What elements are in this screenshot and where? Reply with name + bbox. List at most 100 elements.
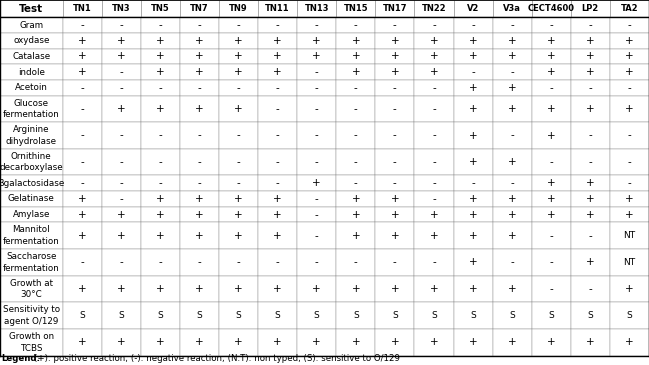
Bar <box>336 122 375 149</box>
Text: -: - <box>197 257 201 268</box>
Text: +: + <box>117 284 125 294</box>
Bar <box>141 80 180 96</box>
Bar <box>571 207 610 222</box>
Bar <box>532 0 571 17</box>
Bar <box>493 207 532 222</box>
Bar <box>336 149 375 176</box>
Bar <box>532 80 571 96</box>
Bar <box>454 222 493 249</box>
Text: +: + <box>156 210 165 220</box>
Text: +: + <box>273 231 282 241</box>
Text: -: - <box>237 83 240 93</box>
Bar <box>297 329 336 356</box>
Bar <box>258 64 297 80</box>
Bar <box>375 329 415 356</box>
Bar <box>532 191 571 207</box>
Bar <box>493 191 532 207</box>
Text: -: - <box>315 104 319 114</box>
Text: +: + <box>547 51 556 61</box>
Text: S: S <box>470 311 476 320</box>
Text: +: + <box>156 284 165 294</box>
Bar <box>415 122 454 149</box>
Text: +: + <box>586 104 594 114</box>
Bar <box>375 96 415 122</box>
Bar <box>141 276 180 302</box>
Bar <box>571 149 610 176</box>
Text: +: + <box>625 210 634 220</box>
Text: +: + <box>117 231 125 241</box>
Bar <box>454 329 493 356</box>
Bar <box>532 176 571 191</box>
Text: -: - <box>432 20 436 30</box>
Text: -: - <box>119 178 123 188</box>
Bar <box>180 149 219 176</box>
Text: +: + <box>273 51 282 61</box>
Text: -: - <box>432 104 436 114</box>
Text: +: + <box>352 36 360 46</box>
Bar <box>610 49 649 64</box>
Bar <box>415 0 454 17</box>
Bar <box>62 96 102 122</box>
Text: -: - <box>393 83 397 93</box>
Text: S: S <box>236 311 241 320</box>
Text: +: + <box>273 337 282 347</box>
Bar <box>571 302 610 329</box>
Bar <box>571 96 610 122</box>
Text: +: + <box>78 231 86 241</box>
Bar <box>62 17 102 33</box>
Text: Sensitivity to: Sensitivity to <box>3 305 60 314</box>
Text: S: S <box>314 311 319 320</box>
Bar <box>493 276 532 302</box>
Bar <box>258 33 297 49</box>
Bar <box>0 222 62 249</box>
Text: -: - <box>237 131 240 141</box>
Text: Gelatinase: Gelatinase <box>8 195 55 203</box>
Text: -: - <box>315 67 319 77</box>
Text: -: - <box>315 210 319 220</box>
Bar <box>102 302 141 329</box>
Bar <box>62 64 102 80</box>
Bar <box>297 249 336 276</box>
Text: -: - <box>276 257 280 268</box>
Text: -: - <box>510 67 514 77</box>
Bar <box>532 276 571 302</box>
Text: -: - <box>158 178 162 188</box>
Bar <box>258 176 297 191</box>
Text: +: + <box>547 210 556 220</box>
Text: -: - <box>628 83 631 93</box>
Text: +: + <box>352 284 360 294</box>
Text: +: + <box>234 284 243 294</box>
Text: +: + <box>508 284 517 294</box>
Bar <box>180 0 219 17</box>
Bar <box>219 122 258 149</box>
Bar <box>532 302 571 329</box>
Text: -: - <box>393 104 397 114</box>
Text: Ornithine: Ornithine <box>11 152 51 161</box>
Text: +: + <box>312 337 321 347</box>
Bar <box>219 149 258 176</box>
Text: +: + <box>586 51 594 61</box>
Text: +: + <box>312 284 321 294</box>
Bar <box>571 176 610 191</box>
Bar <box>0 149 62 176</box>
Bar <box>180 302 219 329</box>
Text: -: - <box>432 194 436 204</box>
Bar <box>102 329 141 356</box>
Bar <box>180 96 219 122</box>
Text: +: + <box>508 231 517 241</box>
Text: +: + <box>469 257 478 268</box>
Text: -: - <box>237 257 240 268</box>
Text: +: + <box>430 231 438 241</box>
Text: +: + <box>547 36 556 46</box>
Bar <box>336 222 375 249</box>
Text: V3a: V3a <box>503 4 521 13</box>
Bar <box>415 207 454 222</box>
Text: +: + <box>430 210 438 220</box>
Text: -: - <box>276 83 280 93</box>
Bar <box>610 122 649 149</box>
Text: -: - <box>80 20 84 30</box>
Bar <box>493 122 532 149</box>
Bar <box>297 222 336 249</box>
Bar <box>375 49 415 64</box>
Bar <box>610 176 649 191</box>
